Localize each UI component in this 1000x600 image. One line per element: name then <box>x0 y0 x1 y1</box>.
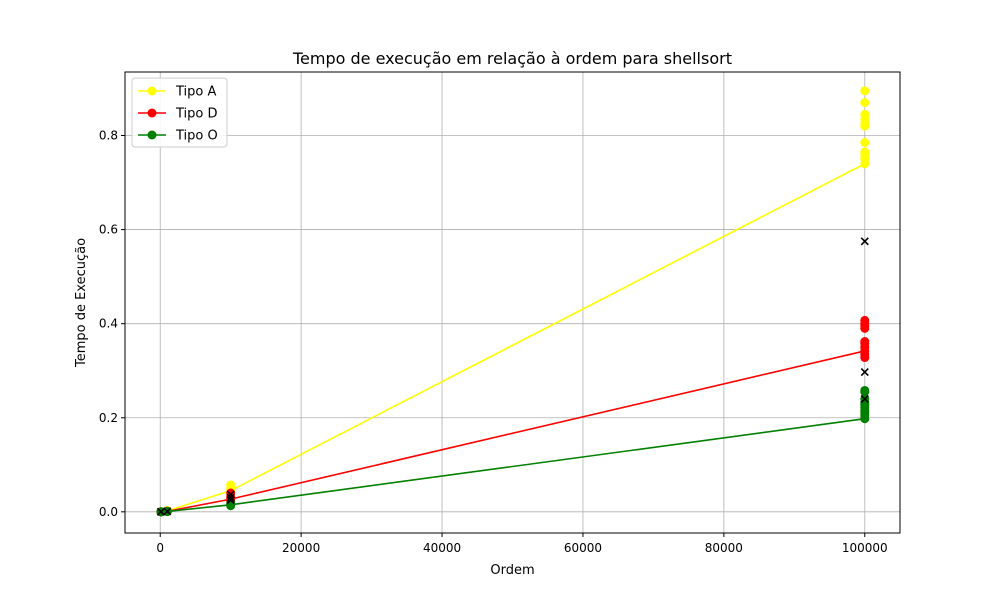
data-point-series-2 <box>860 315 870 325</box>
x-marker <box>860 368 869 377</box>
legend-box <box>131 77 228 148</box>
plot-frame <box>124 71 901 534</box>
x-tick-label: 20000 <box>282 541 320 555</box>
y-axis-label: Tempo de Execução <box>74 238 89 368</box>
x-axis-label: Ordem <box>490 563 534 578</box>
x-marker <box>163 507 172 516</box>
data-point-series-1 <box>860 98 870 108</box>
data-point-series-1 <box>860 86 870 96</box>
chart-title: Tempo de execução em relação à ordem par… <box>292 49 732 68</box>
x-marker <box>226 490 235 499</box>
x-marker-stroke <box>860 394 869 403</box>
data-point-series-1 <box>860 138 870 148</box>
x-axis-ticks: 0 20000 40000 60000 80000 100000 <box>156 533 888 555</box>
x-marker-stroke <box>226 493 235 502</box>
legend-marker <box>147 86 157 96</box>
x-tick-label: 60000 <box>564 541 602 555</box>
x-tick-label: 100000 <box>842 541 888 555</box>
data-point-series-3 <box>226 498 236 508</box>
legend-marker <box>147 108 157 118</box>
legend-marker <box>147 130 157 140</box>
legend-label: Tipo D <box>175 107 218 122</box>
data-point-series-3 <box>860 385 870 395</box>
x-tick-label: 0 <box>156 541 164 555</box>
y-tick-label: 0.0 <box>99 505 118 519</box>
x-marker <box>156 507 165 516</box>
x-marker <box>860 394 869 403</box>
legend-label: Tipo A <box>175 85 216 100</box>
grid <box>125 72 900 533</box>
x-marker <box>860 237 869 246</box>
x-tick-label: 80000 <box>705 541 743 555</box>
legend-label: Tipo O <box>175 129 218 144</box>
x-marker-stroke <box>860 237 869 246</box>
data-point-series-1 <box>860 147 870 157</box>
x-markers <box>156 237 869 516</box>
y-tick-label: 0.6 <box>99 223 118 237</box>
x-marker <box>226 493 235 502</box>
y-tick-label: 0.8 <box>99 129 118 143</box>
x-marker-stroke <box>226 490 235 499</box>
data-point-series-1 <box>226 480 236 490</box>
data-point-series-2 <box>226 488 236 498</box>
legend: Tipo A Tipo D Tipo O <box>131 77 228 148</box>
x-tick-label: 40000 <box>423 541 461 555</box>
data-point-series-2 <box>860 337 870 347</box>
x-marker-stroke <box>860 368 869 377</box>
x-marker-stroke <box>163 507 172 516</box>
x-marker-stroke <box>156 507 165 516</box>
data-point-series-1 <box>860 109 870 119</box>
y-tick-label: 0.2 <box>99 411 118 425</box>
y-tick-label: 0.4 <box>99 317 118 331</box>
y-axis-ticks: 0.0 0.2 0.4 0.6 0.8 <box>99 129 125 519</box>
